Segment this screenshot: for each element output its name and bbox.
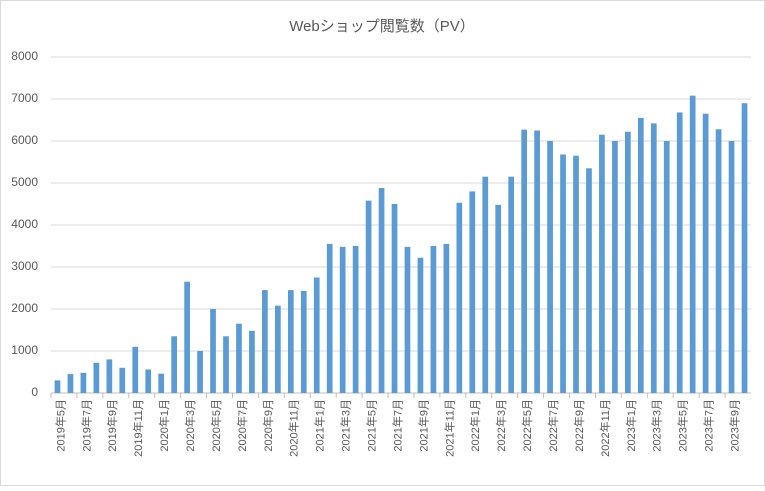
x-tick-label: 2021年1月 [313, 399, 327, 452]
x-tick-label: 2023年3月 [650, 399, 664, 452]
bar [741, 103, 748, 393]
x-tick-label: 2022年5月 [520, 399, 534, 452]
bar [728, 141, 735, 393]
bar [80, 372, 87, 393]
x-tick-label: 2021年11月 [442, 399, 456, 457]
bar [495, 204, 502, 393]
y-tick-label: 3000 [11, 259, 38, 273]
bar [365, 200, 372, 393]
x-tick-label: 2022年7月 [546, 399, 560, 452]
bar [197, 351, 203, 393]
y-tick-label: 6000 [11, 133, 38, 147]
bar [184, 281, 190, 393]
bar [625, 131, 631, 393]
bar [702, 113, 709, 393]
x-tick-label: 2021年9月 [416, 399, 430, 452]
y-tick-label: 0 [31, 385, 38, 399]
x-tick-label: 2020年7月 [235, 399, 249, 452]
x-tick-label: 2020年1月 [157, 399, 171, 452]
x-tick-label: 2019年9月 [105, 399, 119, 452]
y-tick-label: 1000 [11, 343, 38, 357]
bar [158, 373, 165, 393]
bar [676, 112, 683, 393]
bar [210, 309, 216, 393]
bar [560, 154, 566, 393]
x-tick-label: 2023年9月 [727, 399, 741, 452]
bar [689, 95, 696, 393]
bar [326, 243, 333, 393]
x-tick-label: 2023年5月 [676, 399, 690, 452]
bar [456, 202, 463, 393]
bar [132, 346, 139, 393]
bar [249, 330, 255, 393]
bar [637, 117, 644, 394]
bar [145, 369, 152, 393]
bar [482, 176, 489, 393]
x-tick-label: 2020年5月 [209, 399, 223, 452]
bar [275, 305, 281, 393]
y-tick-label: 8000 [11, 49, 38, 63]
x-tick-label: 2021年5月 [364, 399, 378, 452]
x-tick-label: 2020年3月 [183, 399, 197, 452]
y-tick-label: 4000 [11, 217, 38, 231]
bar [612, 141, 618, 393]
bar [171, 336, 177, 393]
bar [547, 141, 553, 393]
bar [119, 367, 126, 393]
bar [521, 129, 527, 393]
bar [236, 323, 242, 393]
x-tick-label: 2020年9月 [261, 399, 275, 452]
x-tick-label: 2021年7月 [390, 399, 404, 452]
bar [534, 130, 540, 393]
bar [586, 168, 592, 393]
x-tick-label: 2020年11月 [287, 399, 301, 457]
bar [443, 243, 450, 393]
bar [378, 188, 385, 393]
bar [430, 246, 437, 393]
bar [650, 123, 657, 394]
bar [469, 191, 476, 393]
bar [313, 277, 320, 393]
bar [404, 246, 411, 393]
bar [508, 176, 515, 393]
bar [599, 134, 605, 393]
bar [573, 155, 579, 393]
y-tick-label: 5000 [11, 175, 38, 189]
bar [663, 141, 670, 393]
x-tick-label: 2019年7月 [79, 399, 93, 452]
y-tick-label: 2000 [11, 301, 38, 315]
bar [93, 362, 100, 393]
bar [54, 380, 61, 393]
y-tick-label: 7000 [11, 91, 38, 105]
bar [417, 257, 424, 393]
bar [287, 290, 294, 393]
bar [339, 246, 346, 393]
x-tick-label: 2023年1月 [624, 399, 638, 452]
x-tick-label: 2022年11月 [598, 399, 612, 457]
x-tick-label: 2019年5月 [53, 399, 67, 452]
x-tick-label: 2022年9月 [572, 399, 586, 452]
x-tick-label: 2023年7月 [702, 399, 716, 452]
bar [715, 129, 722, 394]
x-tick-label: 2019年11月 [131, 399, 145, 457]
bar [352, 246, 359, 393]
bar [391, 204, 398, 393]
bar [223, 336, 229, 393]
x-tick-label: 2022年3月 [494, 399, 508, 452]
bar [300, 290, 307, 393]
chart-title: Webショップ閲覧数（PV） [289, 18, 475, 35]
x-tick-label: 2022年1月 [468, 399, 482, 452]
x-tick-label: 2021年3月 [339, 399, 353, 452]
bar [67, 374, 74, 393]
bar [106, 359, 113, 393]
bar [262, 290, 268, 393]
